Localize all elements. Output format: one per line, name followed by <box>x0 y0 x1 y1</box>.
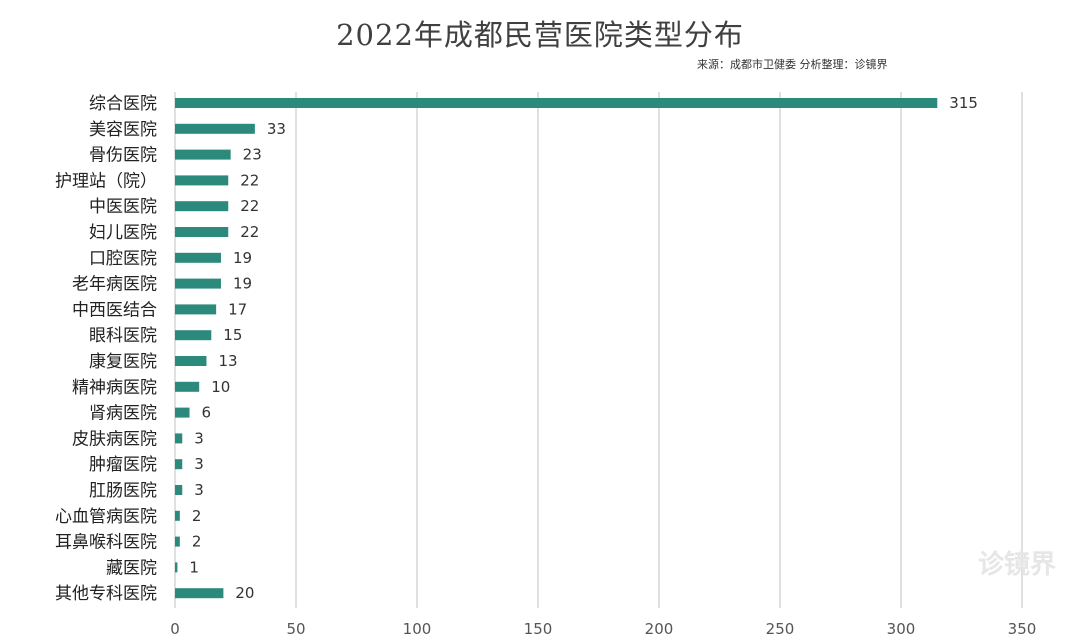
bar <box>175 459 183 470</box>
chart-title: 2022年成都民营医院类型分布 <box>336 18 744 52</box>
bar <box>175 588 224 599</box>
category-label: 皮肤病医院 <box>72 429 157 449</box>
category-label: 中西医结合 <box>72 300 157 320</box>
bar <box>175 381 200 392</box>
category-label: 肾病医院 <box>89 404 157 424</box>
value-label: 10 <box>211 378 230 396</box>
x-axis-tick-labels: 0 50 100 150 200 250 300 350 <box>170 620 1036 638</box>
bar <box>175 304 217 315</box>
category-label: 肛肠医院 <box>89 481 157 501</box>
bar <box>175 433 183 444</box>
bar <box>175 278 221 289</box>
bar <box>175 485 183 495</box>
x-tick-label: 0 <box>170 620 180 638</box>
x-tick-label: 200 <box>645 620 674 638</box>
watermark-logo: 诊镜界 <box>978 544 1070 594</box>
x-tick-label: 250 <box>766 620 795 638</box>
category-label: 精神病医院 <box>72 378 157 398</box>
value-label: 22 <box>240 223 259 241</box>
x-tick-label: 300 <box>887 620 916 638</box>
value-label: 33 <box>267 120 286 138</box>
value-label: 19 <box>233 249 252 267</box>
bar <box>175 201 229 212</box>
category-label: 综合医院 <box>89 94 157 114</box>
bar <box>175 510 180 521</box>
value-label: 315 <box>949 94 978 112</box>
watermark-text: 诊镜界 <box>978 550 1057 580</box>
value-label: 3 <box>194 481 204 499</box>
category-label: 妇儿医院 <box>89 223 157 243</box>
bar <box>175 536 180 547</box>
value-label: 3 <box>194 429 204 447</box>
category-label: 心血管病医院 <box>55 507 157 527</box>
category-label: 老年病医院 <box>72 275 157 295</box>
category-label: 其他专科医院 <box>55 584 157 604</box>
bar <box>175 175 229 186</box>
gridlines <box>174 92 1023 608</box>
value-label: 2 <box>192 533 202 551</box>
bar <box>175 356 207 366</box>
value-label: 15 <box>223 326 242 344</box>
category-label: 护理站（院） <box>55 171 157 191</box>
category-label: 中医医院 <box>89 197 157 217</box>
category-label: 口腔医院 <box>89 249 157 269</box>
bar <box>175 149 231 160</box>
value-label: 3 <box>194 455 204 473</box>
value-label: 23 <box>243 146 262 164</box>
bar <box>175 123 255 134</box>
category-label: 耳鼻喉科医院 <box>55 533 157 553</box>
bar <box>175 98 938 108</box>
value-label: 20 <box>235 584 254 602</box>
value-label: 22 <box>240 171 259 189</box>
category-label: 美容医院 <box>89 120 157 140</box>
x-tick-label: 150 <box>524 620 553 638</box>
bar <box>175 330 212 341</box>
value-label: 22 <box>240 197 259 215</box>
bars <box>175 98 938 599</box>
x-tick-label: 350 <box>1008 620 1037 638</box>
category-label: 骨伤医院 <box>89 146 157 166</box>
category-label: 肿瘤医院 <box>89 455 157 475</box>
value-label: 19 <box>233 275 252 293</box>
x-tick-label: 50 <box>286 620 305 638</box>
value-label: 13 <box>218 352 237 370</box>
category-label: 康复医院 <box>89 352 157 372</box>
bar <box>175 407 190 418</box>
value-label: 17 <box>228 300 247 318</box>
category-label: 藏医院 <box>106 558 157 578</box>
category-label: 眼科医院 <box>89 326 157 346</box>
bar <box>175 562 178 573</box>
value-label: 6 <box>202 404 212 422</box>
chart-source-note: 来源：成都市卫健委 分析整理：诊镜界 <box>697 58 888 71</box>
value-label: 2 <box>192 507 202 525</box>
x-tick-label: 100 <box>403 620 432 638</box>
bar <box>175 252 221 263</box>
bar <box>175 227 229 237</box>
value-label: 1 <box>189 558 199 576</box>
